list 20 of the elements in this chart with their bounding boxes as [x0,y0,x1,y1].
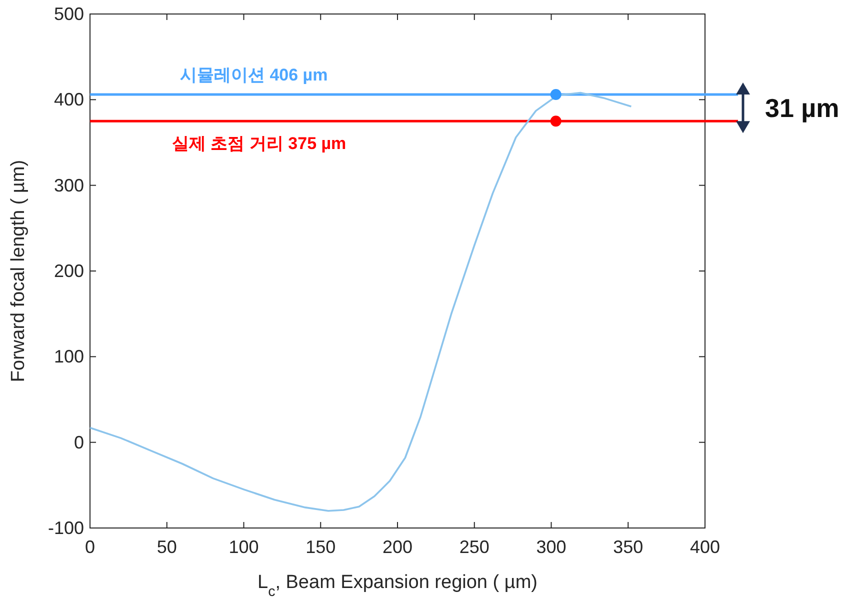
y-tick-label: 200 [54,261,84,281]
y-tick-label: 300 [54,175,84,196]
text: 31 µm [765,92,840,123]
y-axis-title: Forward focal length ( µm) [8,160,29,382]
x-tick-label: 250 [459,537,490,557]
y-tick-label: 100 [54,346,84,367]
y-tick-label: -100 [48,518,84,538]
x-tick-label: 200 [382,537,413,557]
x-tick-label: 100 [228,537,259,557]
x-tick-label: 400 [690,537,720,557]
x-tick-label: 50 [156,537,177,557]
y-tick-label: 0 [74,432,84,452]
x-tick-label: 300 [536,537,566,557]
ref-line-label: 실제 초점 거리 375 µm [172,134,346,154]
x-tick-label: 150 [306,537,336,557]
y-tick-label: 400 [54,90,84,110]
y-tick-label: 500 [54,4,84,24]
ref-line-label: 시뮬레이션 406 µm [180,66,328,85]
x-axis-title: L$_{c}$, Beam Expansion region ( µm) [258,572,538,600]
x-tick-label: 350 [613,537,644,557]
